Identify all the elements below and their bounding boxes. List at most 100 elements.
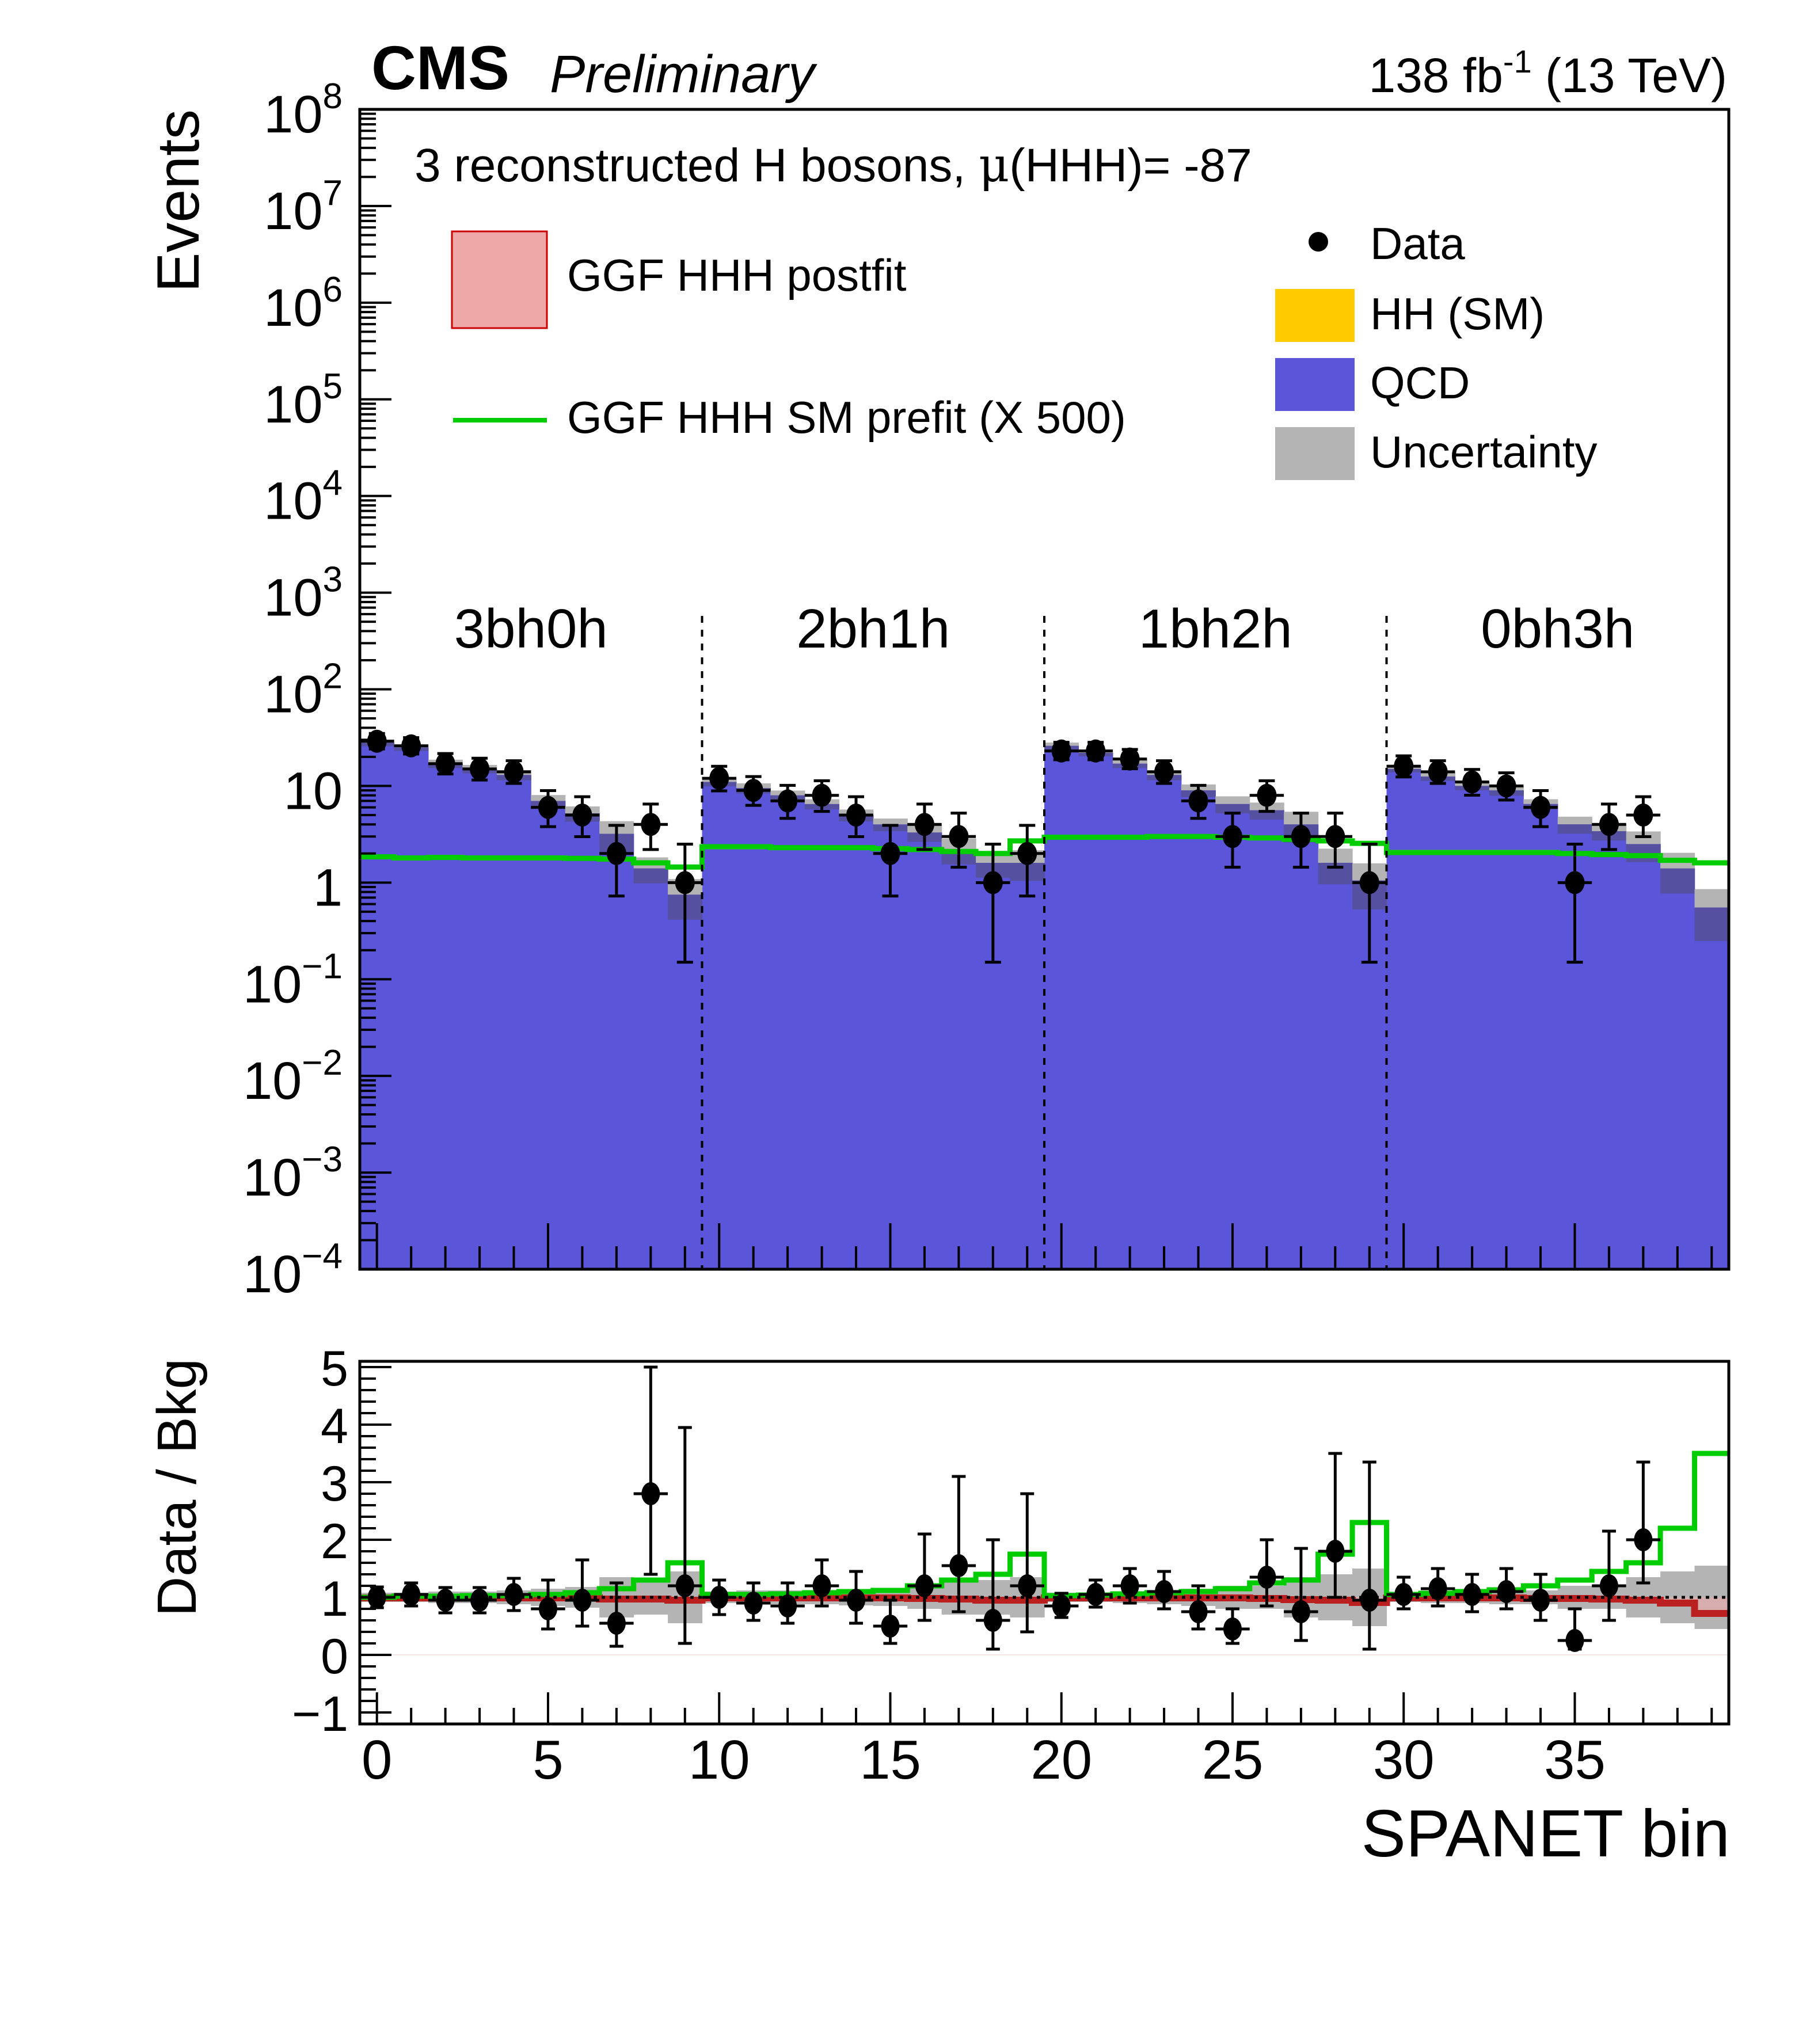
- qcd-bar: [736, 788, 771, 1269]
- qcd-bar: [770, 795, 805, 1269]
- qcd-bar: [1112, 763, 1147, 1269]
- tick-exponent: 7: [323, 173, 343, 213]
- tick-base: 10: [243, 1052, 302, 1110]
- data-point: [1428, 760, 1448, 783]
- y-tick-label: 103: [264, 560, 343, 627]
- data-point: [1257, 783, 1277, 807]
- data-point: [846, 803, 866, 827]
- qcd-bar: [462, 768, 497, 1269]
- qcd-bar: [702, 782, 737, 1269]
- data-point: [435, 752, 455, 775]
- data-point: [1051, 739, 1071, 763]
- data-point: [1188, 789, 1208, 813]
- y-axis-title-events: Events: [145, 109, 212, 292]
- data-point: [1633, 803, 1653, 827]
- ratio-data-point: [1018, 1574, 1037, 1597]
- data-point: [812, 783, 832, 807]
- data-point: [675, 871, 695, 895]
- tick-base: 10: [264, 472, 322, 531]
- ratio-data-point: [1257, 1566, 1276, 1589]
- qcd-bar: [1078, 752, 1113, 1269]
- data-point: [880, 842, 900, 865]
- y-tick-label: 104: [264, 463, 343, 531]
- experiment-label: CMS: [371, 33, 509, 102]
- plot-title: 3 reconstructed H bosons, μ(HHH)= -87: [414, 138, 1252, 193]
- ratio-data-point: [812, 1574, 831, 1597]
- x-tick-label: 30: [1373, 1729, 1435, 1791]
- tick-base: 10: [264, 182, 322, 241]
- ratio-data-point: [1360, 1589, 1379, 1612]
- tick-base: 10: [243, 1245, 302, 1304]
- tick-base: 10: [243, 955, 302, 1014]
- ratio-data-point: [710, 1586, 729, 1609]
- ratio-data-point: [744, 1592, 763, 1615]
- x-axis-title: SPANET bin: [1362, 1796, 1730, 1871]
- tick-base: 10: [243, 1148, 302, 1207]
- tick-exponent: 4: [323, 463, 343, 503]
- data-point: [1325, 825, 1345, 848]
- data-point: [1531, 795, 1551, 819]
- legend-label-data: Data: [1370, 218, 1465, 269]
- lumi-label: 138 fb-1 (13 TeV): [1368, 43, 1727, 102]
- region-label-0bh3h: 0bh3h: [1481, 598, 1634, 660]
- ratio-data-point: [436, 1589, 455, 1612]
- energy-label: (13 TeV): [1532, 48, 1727, 102]
- data-point: [572, 803, 592, 827]
- tick-exponent: −2: [302, 1043, 343, 1083]
- y-tick-label: 1: [313, 858, 343, 917]
- region-separators: [701, 616, 1388, 1269]
- qcd-bar: [633, 868, 668, 1269]
- tick-exponent: −4: [302, 1236, 343, 1276]
- ratio-y-tick-label: 2: [321, 1514, 348, 1569]
- ratio-data-point: [915, 1574, 934, 1597]
- qcd-bar: [1523, 804, 1558, 1269]
- qcd-bar: [394, 747, 429, 1269]
- qcd-bar: [599, 833, 634, 1269]
- qcd-bar: [1318, 862, 1353, 1269]
- title-prefix: 3 reconstructed H bosons,: [414, 139, 979, 192]
- x-tick-label: 5: [533, 1729, 563, 1791]
- qcd-bar: [1455, 786, 1490, 1269]
- ratio-data-point: [1189, 1600, 1208, 1623]
- legend-swatch-hh: [1275, 289, 1355, 342]
- data-point: [1565, 871, 1585, 895]
- y-tick-label: 102: [264, 657, 343, 724]
- data-point: [709, 767, 729, 790]
- uncertainty-band-upper: [1557, 816, 1592, 825]
- x-tick-label: 10: [689, 1729, 750, 1791]
- ratio-data-point: [1497, 1580, 1516, 1603]
- tick-exponent: 5: [323, 367, 343, 406]
- uncertainty-band-lower: [1249, 810, 1284, 820]
- data-point: [641, 813, 661, 836]
- y-tick-label: 10−1: [243, 946, 343, 1014]
- tick-base: 10: [264, 279, 322, 337]
- uncertainty-band-lower: [1694, 907, 1729, 941]
- ratio-data-point: [983, 1609, 1002, 1632]
- qcd-bar: [907, 832, 942, 1269]
- ratio-frame: [358, 1360, 1731, 1726]
- ratio-y-tick-label: 1: [321, 1571, 348, 1627]
- ratio-data-point: [675, 1574, 694, 1597]
- legend: GGF HHH postfit GGF HHH SM prefit (X 500…: [451, 218, 1598, 480]
- ratio-y-tick-label: 4: [321, 1399, 348, 1454]
- data-point: [1359, 871, 1379, 895]
- ratio-data-point: [881, 1615, 900, 1638]
- qcd-bar: [1044, 745, 1079, 1269]
- region-label-3bh0h: 3bh0h: [454, 598, 608, 660]
- ratio-data-point: [1565, 1629, 1584, 1652]
- legend-label-qcd: QCD: [1370, 357, 1470, 408]
- ratio-data-point: [641, 1482, 660, 1505]
- ratio-data-point: [1463, 1583, 1482, 1606]
- x-tick-label: 15: [860, 1729, 921, 1791]
- tick-exponent: 2: [323, 657, 343, 696]
- qcd-bar: [839, 814, 874, 1269]
- x-tick-label: 25: [1202, 1729, 1264, 1791]
- legend-label-uncertainty: Uncertainty: [1370, 427, 1598, 477]
- qcd-bar: [1010, 863, 1045, 1269]
- data-point: [949, 825, 969, 848]
- data-point: [367, 729, 387, 753]
- y-tick-label: 105: [264, 367, 343, 434]
- region-label-1bh2h: 1bh2h: [1139, 598, 1292, 660]
